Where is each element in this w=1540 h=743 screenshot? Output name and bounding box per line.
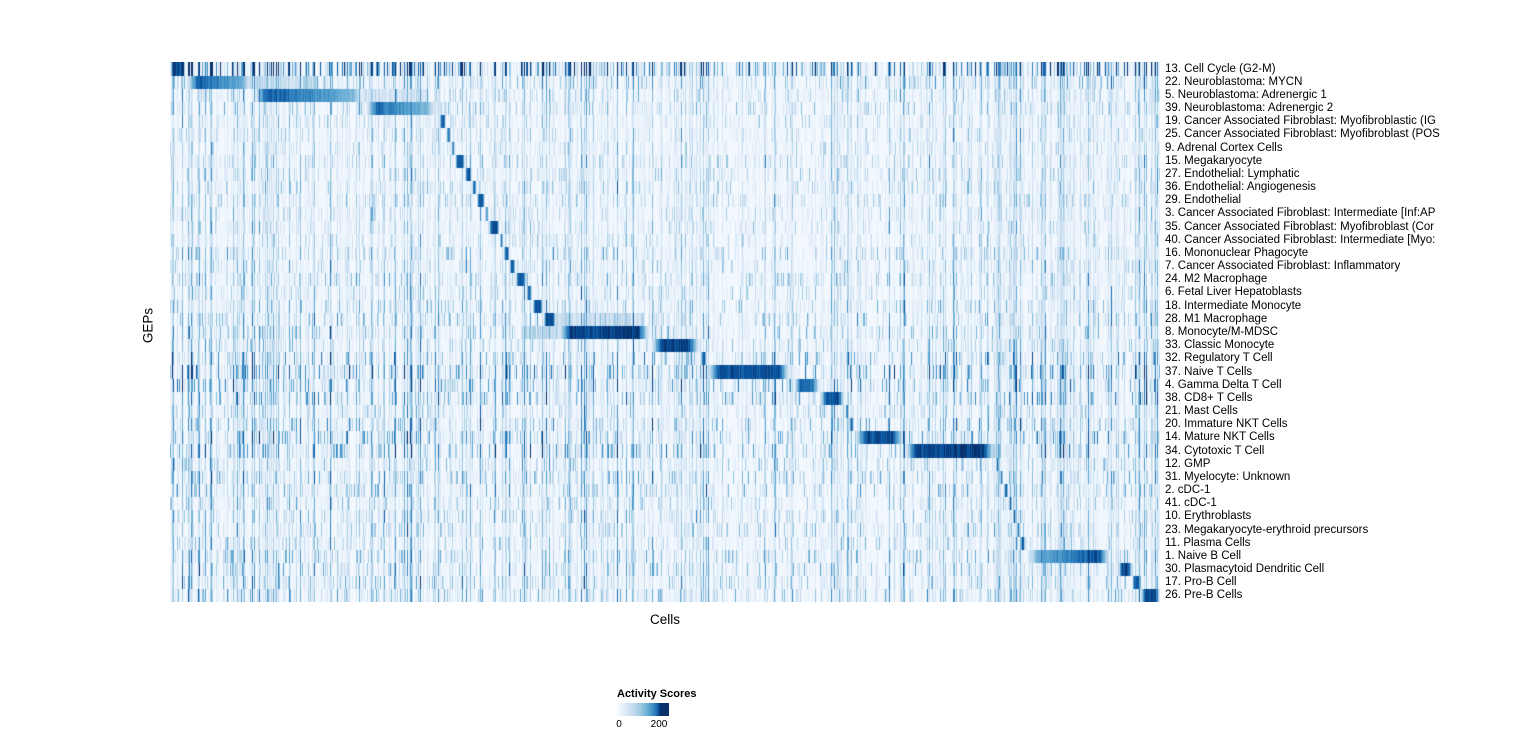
gep-row-label: 16. Mononuclear Phagocyte bbox=[1165, 246, 1309, 259]
gep-row-label: 38. CD8+ T Cells bbox=[1165, 391, 1253, 404]
gep-row-label: 28. M1 Macrophage bbox=[1165, 312, 1268, 325]
gep-row-label: 31. Myelocyte: Unknown bbox=[1165, 470, 1291, 483]
gep-row-label: 15. Megakaryocyte bbox=[1165, 154, 1263, 167]
y-axis-label: GEPs bbox=[140, 307, 156, 344]
gep-row-label: 37. Naive T Cells bbox=[1165, 365, 1253, 378]
gep-row-label: 8. Monocyte/M-MDSC bbox=[1165, 326, 1279, 338]
gep-row-label: 5. Neuroblastoma: Adrenergic 1 bbox=[1165, 88, 1327, 101]
gep-row-label: 29. Endothelial bbox=[1165, 194, 1242, 207]
gep-row-label: 33. Classic Monocyte bbox=[1165, 339, 1275, 352]
gep-row-label: 18. Intermediate Monocyte bbox=[1165, 299, 1302, 312]
gep-row-label: 41. cDC-1 bbox=[1165, 497, 1217, 510]
heatmap-canvas bbox=[170, 62, 1160, 602]
gep-row-label: 34. Cytotoxic T Cell bbox=[1165, 444, 1265, 457]
gep-row-label: 12. GMP bbox=[1165, 457, 1211, 470]
gep-row-label: 27. Endothelial: Lymphatic bbox=[1165, 167, 1300, 180]
gep-row-label: 19. Cancer Associated Fibroblast: Myofib… bbox=[1165, 115, 1437, 128]
gep-row-label: 13. Cell Cycle (G2-M) bbox=[1165, 62, 1276, 75]
gep-row-label: 6. Fetal Liver Hepatoblasts bbox=[1165, 286, 1302, 299]
gep-row-label: 22. Neuroblastoma: MYCN bbox=[1165, 75, 1303, 88]
gep-row-label: 3. Cancer Associated Fibroblast: Interme… bbox=[1165, 207, 1436, 220]
gep-row-label: 35. Cancer Associated Fibroblast: Myofib… bbox=[1165, 220, 1435, 233]
gep-row-label: 36. Endothelial: Angiogenesis bbox=[1165, 181, 1316, 194]
gep-row-label: 10. Erythroblasts bbox=[1165, 510, 1252, 523]
gep-row-label: 7. Cancer Associated Fibroblast: Inflamm… bbox=[1165, 260, 1401, 273]
legend-gradient-bar bbox=[617, 703, 669, 716]
gep-row-label: 26. Pre-B Cells bbox=[1165, 589, 1243, 602]
gep-row-label: 4. Gamma Delta T Cell bbox=[1165, 378, 1282, 391]
x-axis-label: Cells bbox=[649, 612, 680, 627]
gep-row-label: 9. Adrenal Cortex Cells bbox=[1165, 141, 1283, 154]
gep-row-label: 17. Pro-B Cell bbox=[1165, 576, 1237, 589]
gep-row-label: 25. Cancer Associated Fibroblast: Myofib… bbox=[1165, 128, 1440, 141]
gep-row-label: 24. M2 Macrophage bbox=[1165, 273, 1268, 286]
gep-row-label: 32. Regulatory T Cell bbox=[1165, 352, 1273, 365]
gep-row-label: 20. Immature NKT Cells bbox=[1165, 418, 1288, 431]
gep-row-label: 30. Plasmacytoid Dendritic Cell bbox=[1165, 563, 1325, 576]
gep-row-label: 23. Megakaryocyte-erythroid precursors bbox=[1165, 523, 1369, 536]
legend-tick-min: 0 bbox=[616, 719, 622, 730]
gep-row-label: 39. Neuroblastoma: Adrenergic 2 bbox=[1165, 102, 1334, 115]
gep-row-label: 21. Mast Cells bbox=[1165, 405, 1238, 418]
legend: Activity Scores 0 200 bbox=[616, 688, 737, 740]
gep-row-label: 11. Plasma Cells bbox=[1165, 536, 1251, 549]
gep-row-label: 2. cDC-1 bbox=[1165, 484, 1211, 497]
gep-row-label: 1. Naive B Cell bbox=[1165, 549, 1242, 562]
legend-title: Activity Scores bbox=[617, 688, 697, 700]
gep-row-label: 14. Mature NKT Cells bbox=[1165, 431, 1275, 444]
legend-tick-max: 200 bbox=[650, 719, 668, 730]
gep-row-label: 40. Cancer Associated Fibroblast: Interm… bbox=[1165, 233, 1436, 246]
